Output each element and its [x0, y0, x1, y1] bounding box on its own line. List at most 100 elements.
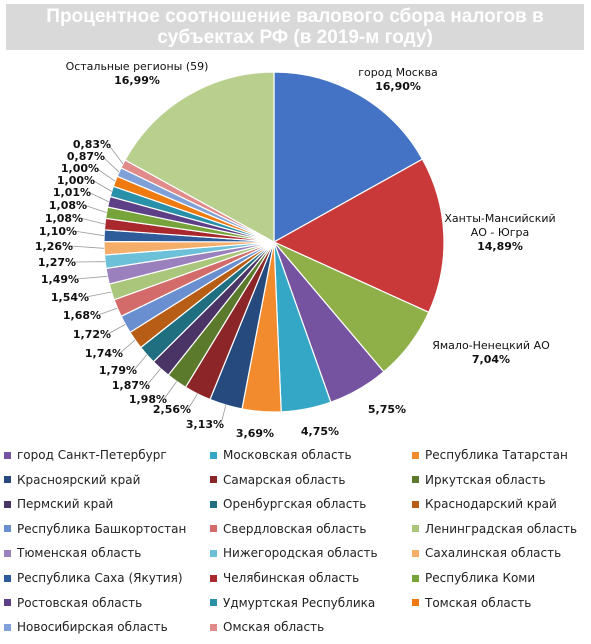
data-label-омская-область: 0,83% — [73, 138, 111, 151]
legend-swatch — [4, 476, 11, 484]
data-label-город-москва: город Москва 16,90% — [358, 66, 437, 93]
legend-label: Челябинская область — [223, 571, 360, 585]
legend-item-московская-область: Московская область — [210, 446, 352, 464]
data-label-республика-татарстан: 3,69% — [236, 427, 274, 440]
legend-label: Новосибирская область — [17, 620, 168, 635]
legend-label: Томская область — [425, 595, 532, 610]
legend-swatch — [412, 549, 419, 557]
legend-item-свердловская-область: Свердловская область — [210, 520, 367, 538]
data-label-нижегородская-область: 1,27% — [38, 256, 76, 269]
legend-swatch — [210, 574, 217, 582]
leader-line-оренбургская-область — [133, 354, 148, 371]
legend-item-краснодарский-край: Краснодарский край — [412, 495, 557, 513]
data-label-новосибирская-область: 0,87% — [67, 150, 105, 163]
legend-swatch — [210, 451, 217, 459]
legend-item-тюменская-область: Тюменская область — [4, 544, 141, 562]
legend-swatch — [412, 599, 419, 607]
leader-line-ленинградская-область — [85, 291, 112, 298]
data-label-удмуртская-республика: 1,00% — [57, 174, 95, 187]
leader-line-иркутская-область — [163, 381, 178, 400]
legend-label: Красноярский край — [17, 472, 141, 487]
legend-label: Республика Коми — [425, 571, 536, 585]
legend-label: Краснодарский край — [425, 497, 557, 512]
legend-item-красноярский-край: Красноярский край — [4, 471, 140, 489]
leader-line-томская-область — [95, 167, 116, 182]
leader-line-омская-область — [107, 143, 124, 165]
data-label-республика-башкортостан: 1,72% — [73, 328, 111, 341]
legend-item-республика-татарстан: Республика Татарстан — [412, 446, 568, 464]
legend-swatch — [210, 525, 217, 533]
legend-label: Ленинградская область — [425, 521, 578, 536]
legend-label: Сахалинская область — [425, 546, 562, 561]
pie-chart: город Москва 16,90% Ханты-Мансийский АО - Ю… — [35, 60, 556, 440]
legend-item-ленинградская-область: Ленинградская область — [412, 520, 577, 538]
legend-item-оренбургская-область: Оренбургская область — [210, 495, 366, 513]
data-label-томская-область: 1,00% — [61, 162, 99, 175]
leader-line-удмуртская-республика — [91, 179, 112, 192]
data-label-самарская-область: 2,56% — [153, 403, 191, 416]
data-label-московская-область: 4,75% — [301, 425, 339, 438]
legend-item-нижегородская-область: Нижегородская область — [210, 544, 378, 562]
legend-item-самарская-область: Самарская область — [210, 471, 345, 489]
legend-item-республика-башкортостан: Республика Башкортостан — [4, 520, 186, 538]
leader-line-тюменская-область — [75, 275, 108, 280]
legend-item-челябинская-область: Челябинская область — [210, 569, 359, 587]
leader-line-республика-саха-якутия — [73, 230, 105, 237]
legend-swatch — [412, 525, 419, 533]
chart-legend: город Санкт-Петербург Красноярский край Пе… — [4, 446, 588, 642]
legend-item-новосибирская-область: Новосибирская область — [4, 618, 168, 636]
legend-swatch — [4, 451, 11, 459]
data-label-ленинградская-область: 1,54% — [51, 291, 89, 304]
data-label-остальные-регионы-59: Остальные регионы (59) 16,99% — [66, 60, 209, 87]
pie-slice-остальные-регионы-59 — [124, 71, 275, 244]
legend-swatch — [412, 451, 419, 459]
data-label-свердловская-область: 1,68% — [63, 309, 101, 322]
legend-item-удмуртская-республика: Удмуртская Республика — [210, 594, 375, 612]
legend-swatch — [412, 500, 419, 508]
data-label-ямало-ненецкий-ао: Ямало-Ненецкий АО 7,04% — [432, 339, 550, 366]
chart-title-bar: Процентное соотношение валового сбора на… — [6, 4, 584, 50]
leader-line-челябинская-область — [79, 217, 105, 225]
legend-label: Республика Саха (Якутия) — [17, 571, 183, 585]
legend-swatch — [4, 623, 11, 631]
data-label-красноярский-край: 3,13% — [186, 418, 224, 431]
legend-item-ростовская-область: Ростовская область — [4, 594, 142, 612]
legend-label: город Санкт-Петербург — [17, 448, 167, 462]
legend-swatch — [4, 574, 11, 582]
legend-swatch — [4, 525, 11, 533]
legend-swatch — [412, 574, 419, 582]
data-label-челябинская-область: 1,08% — [45, 212, 83, 225]
legend-item-республика-коми: Республика Коми — [412, 569, 535, 587]
data-label-оренбургская-область: 1,79% — [99, 364, 137, 377]
legend-swatch — [4, 500, 11, 508]
leader-line-ростовская-область — [87, 191, 109, 203]
leader-line-самарская-область — [187, 393, 198, 410]
data-label-тюменская-область: 1,49% — [41, 273, 79, 286]
legend-label: Республика Башкортостан — [17, 521, 187, 536]
data-label-город-санкт-петербург: 5,75% — [368, 403, 406, 416]
legend-label: Ростовская область — [17, 595, 143, 610]
legend-item-томская-область: Томская область — [412, 594, 531, 612]
data-label-ростовская-область: 1,01% — [53, 186, 91, 199]
leader-line-сахалинская-область — [69, 245, 105, 249]
data-label-сахалинская-область: 1,26% — [35, 240, 73, 253]
chart-title-line-2: субъектах РФ (в 2019-м году) — [157, 27, 433, 48]
leader-line-республика-башкортостан — [107, 324, 126, 335]
legend-swatch — [412, 476, 419, 484]
leader-line-красноярский-край — [220, 404, 227, 425]
pie-slice-город-москва — [273, 71, 424, 244]
leader-line-новосибирская-область — [101, 155, 120, 173]
legend-item-город-санкт-петербург: город Санкт-Петербург — [4, 446, 167, 464]
leader-line-краснодарский-край — [119, 339, 136, 354]
legend-label: Нижегородская область — [223, 546, 378, 561]
legend-swatch — [4, 599, 11, 607]
data-label-пермский-край: 1,87% — [112, 379, 150, 392]
legend-label: Омская область — [223, 620, 325, 635]
data-label-иркутская-область: 1,98% — [129, 393, 167, 406]
legend-item-сахалинская-область: Сахалинская область — [412, 544, 561, 562]
legend-swatch — [210, 500, 217, 508]
legend-label: Пермский край — [17, 497, 114, 512]
legend-label: Удмуртская Республика — [223, 595, 376, 610]
legend-label: Тюменская область — [17, 546, 142, 561]
leader-line-свердловская-область — [97, 307, 118, 316]
